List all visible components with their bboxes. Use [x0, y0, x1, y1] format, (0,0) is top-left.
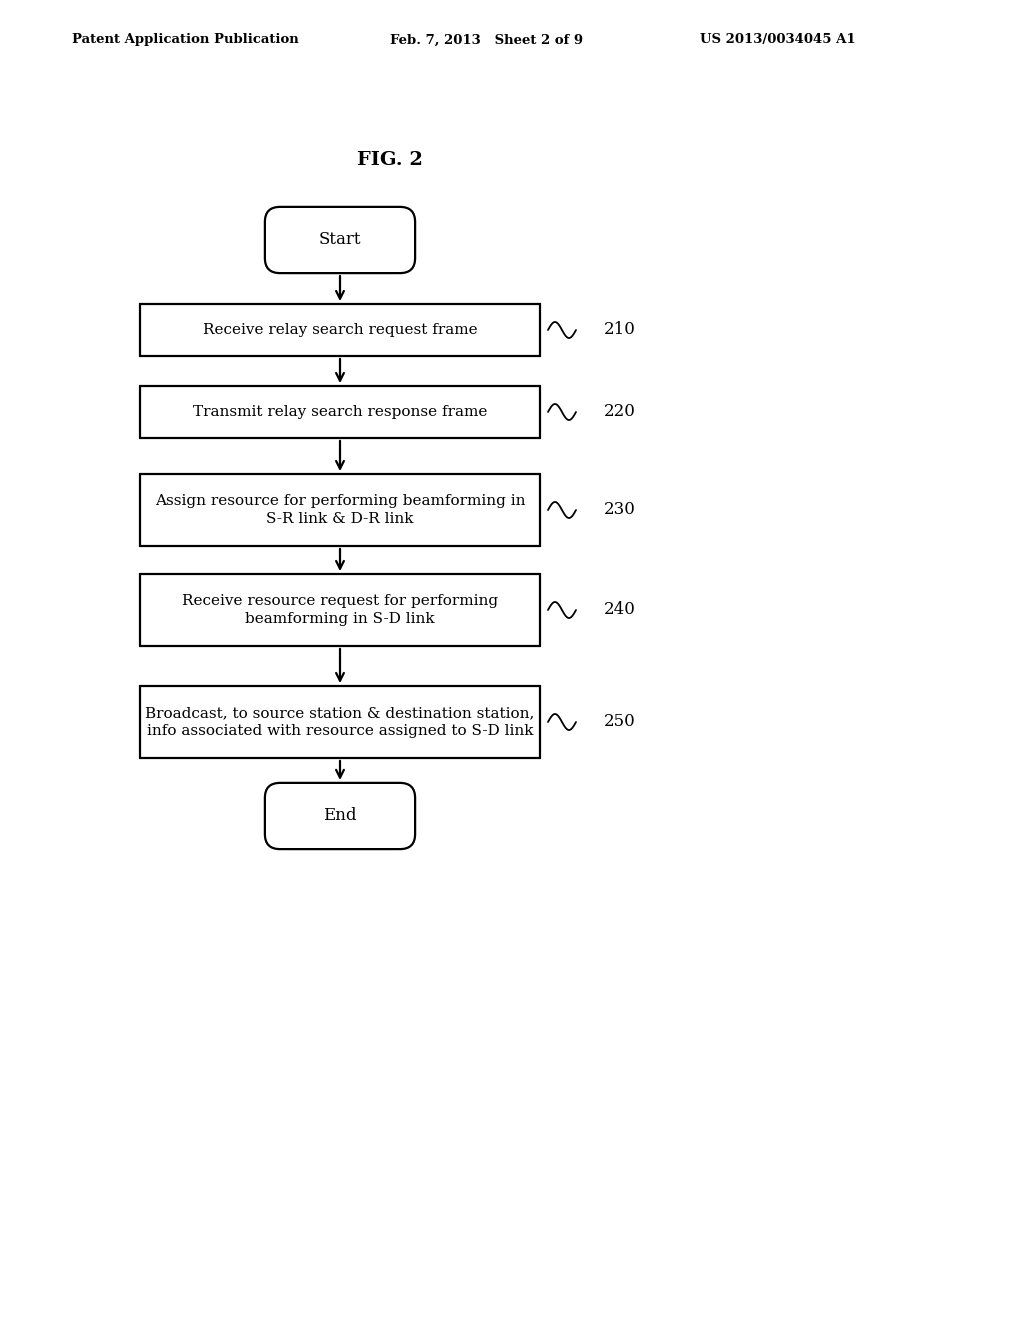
Text: Patent Application Publication: Patent Application Publication: [72, 33, 299, 46]
Text: Feb. 7, 2013   Sheet 2 of 9: Feb. 7, 2013 Sheet 2 of 9: [390, 33, 583, 46]
Bar: [140, 304, 540, 356]
Text: 210: 210: [604, 322, 636, 338]
Text: Assign resource for performing beamforming in
S-R link & D-R link: Assign resource for performing beamformi…: [155, 494, 525, 527]
Text: 230: 230: [604, 502, 636, 519]
Text: US 2013/0034045 A1: US 2013/0034045 A1: [700, 33, 856, 46]
Bar: [140, 686, 540, 758]
Text: Transmit relay search response frame: Transmit relay search response frame: [193, 405, 487, 418]
FancyBboxPatch shape: [265, 207, 415, 273]
Text: 220: 220: [604, 404, 636, 421]
Text: End: End: [324, 808, 356, 825]
Bar: [140, 474, 540, 546]
Text: 250: 250: [604, 714, 636, 730]
Text: Broadcast, to source station & destination station,
info associated with resourc: Broadcast, to source station & destinati…: [145, 706, 535, 738]
Text: FIG. 2: FIG. 2: [357, 150, 423, 169]
Text: Receive resource request for performing
beamforming in S-D link: Receive resource request for performing …: [182, 594, 498, 626]
Text: 240: 240: [604, 602, 636, 619]
Text: Receive relay search request frame: Receive relay search request frame: [203, 323, 477, 337]
Text: Start: Start: [318, 231, 361, 248]
FancyBboxPatch shape: [265, 783, 415, 849]
Bar: [140, 574, 540, 645]
Bar: [140, 385, 540, 438]
